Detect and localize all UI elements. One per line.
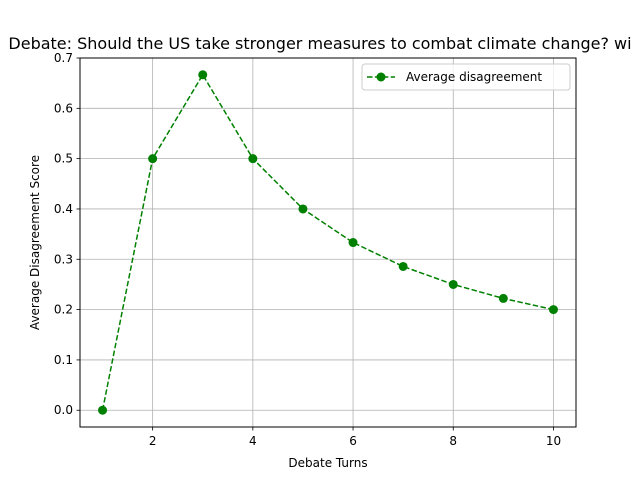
y-tick-label: 0.1 <box>54 353 73 367</box>
y-tick-label: 0.5 <box>54 152 73 166</box>
y-axis-label: Average Disagreement Score <box>28 155 42 330</box>
x-tick-label: 8 <box>449 434 457 448</box>
data-point <box>248 154 258 164</box>
data-point <box>348 238 358 248</box>
data-point <box>548 305 558 315</box>
grid-lines <box>80 57 576 427</box>
legend-frame <box>361 63 571 91</box>
legend: Average disagreement <box>361 63 571 91</box>
x-axis: 2 4 6 8 10 <box>149 427 561 448</box>
data-point <box>148 154 158 164</box>
data-point <box>498 293 508 303</box>
x-tick-label: 4 <box>249 434 257 448</box>
plot-area <box>79 57 577 428</box>
legend-label: Average disagreement <box>406 70 542 84</box>
y-tick-label: 0.7 <box>54 51 73 65</box>
x-tick-label: 2 <box>149 434 157 448</box>
series <box>98 70 558 415</box>
chart-title: Debate: Should the US take stronger meas… <box>8 34 631 53</box>
y-tick-label: 0.2 <box>54 303 73 317</box>
y-tick-label: 0.6 <box>54 101 73 115</box>
y-tick-label: 0.3 <box>54 252 73 266</box>
series-line <box>101 73 554 411</box>
data-point <box>398 261 408 271</box>
x-tick-label: 6 <box>349 434 357 448</box>
y-tick-label: 0.4 <box>54 202 73 216</box>
data-point <box>448 279 458 289</box>
y-axis: 0.0 0.1 0.2 0.3 0.4 0.5 0.6 0.7 <box>54 51 80 417</box>
data-point <box>198 70 208 80</box>
x-axis-label: Debate Turns <box>288 456 367 470</box>
legend-swatch-marker <box>376 72 386 82</box>
data-point <box>98 405 108 415</box>
x-tick-label: 10 <box>546 434 561 448</box>
y-tick-label: 0.0 <box>54 403 73 417</box>
data-point <box>298 204 308 214</box>
